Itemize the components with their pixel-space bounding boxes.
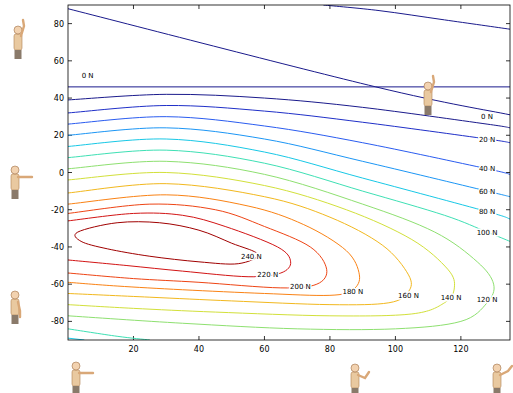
- contour-line: [68, 139, 510, 340]
- posture-figure: [11, 166, 32, 199]
- contour-label: 20 N: [479, 136, 495, 144]
- y-tick-label: 20: [54, 131, 64, 140]
- contour-line: [68, 172, 455, 316]
- y-tick-label: 80: [54, 20, 64, 29]
- x-tick-label: 100: [388, 345, 403, 354]
- figure-legs: [12, 315, 19, 324]
- x-tick: [395, 5, 396, 9]
- chart: 20406080100120-80-60-40-200204060800 N0 …: [0, 0, 513, 393]
- y-tick-label: -80: [51, 317, 64, 326]
- y-tick: [506, 23, 510, 24]
- figure-legs: [352, 388, 359, 393]
- y-tick: [506, 135, 510, 136]
- y-tick: [506, 246, 510, 247]
- contour-label: 120 N: [477, 296, 498, 304]
- y-tick: [68, 60, 72, 61]
- contour-line: [68, 213, 291, 277]
- x-tick-label: 20: [128, 345, 138, 354]
- contour-line: [68, 161, 494, 329]
- figure-legs: [425, 106, 432, 115]
- x-tick: [264, 5, 265, 9]
- contour-lines: [68, 5, 510, 340]
- y-tick-label: -60: [51, 280, 64, 289]
- contour-label: 0 N: [481, 113, 493, 121]
- contour-line: [68, 5, 510, 128]
- x-tick-label: 120: [453, 345, 468, 354]
- contour-label: 40 N: [479, 165, 495, 173]
- x-tick: [198, 5, 199, 9]
- y-tick: [68, 23, 72, 24]
- figure-head: [72, 362, 80, 370]
- x-tick: [264, 336, 265, 340]
- y-tick: [506, 209, 510, 210]
- contour-label: 60 N: [479, 188, 495, 196]
- y-tick: [68, 321, 72, 322]
- y-tick: [68, 209, 72, 210]
- x-tick-label: 60: [259, 345, 269, 354]
- y-tick: [68, 98, 72, 99]
- posture-figure: [493, 364, 512, 393]
- y-tick: [68, 246, 72, 247]
- contour-label: 240 N: [241, 253, 262, 261]
- contour-label: 0 N: [82, 72, 94, 80]
- contour-line: [68, 105, 510, 142]
- x-tick-label: 80: [325, 345, 335, 354]
- figure-arm: [18, 302, 20, 317]
- y-tick-label: -20: [51, 206, 64, 215]
- posture-figure: [424, 76, 434, 115]
- y-tick: [506, 284, 510, 285]
- figure-legs: [73, 386, 80, 393]
- contour-line: [68, 195, 360, 296]
- contour-line: [68, 184, 411, 305]
- figure-arm: [358, 372, 369, 378]
- figure-head: [11, 166, 19, 174]
- contour-label: 180 N: [342, 288, 363, 296]
- figure-legs: [12, 190, 19, 199]
- contour-label: 220 N: [257, 271, 278, 279]
- y-tick: [68, 284, 72, 285]
- contour-line: [68, 150, 510, 340]
- figure-arm: [431, 76, 434, 92]
- x-tick: [460, 5, 461, 9]
- figure-arm: [500, 366, 512, 375]
- x-tick: [198, 336, 199, 340]
- posture-figure: [351, 364, 369, 393]
- x-tick: [133, 5, 134, 9]
- figure-legs: [494, 388, 501, 393]
- x-tick: [329, 336, 330, 340]
- x-tick: [395, 336, 396, 340]
- posture-figure: [11, 291, 20, 324]
- y-tick-label: 0: [59, 169, 64, 178]
- contour-label: 160 N: [398, 292, 419, 300]
- plot-frame: [68, 5, 510, 340]
- x-tick-label: 40: [194, 345, 204, 354]
- figure-head: [493, 364, 501, 372]
- posture-figure: [72, 362, 93, 393]
- y-tick: [68, 172, 72, 173]
- y-tick-label: -40: [51, 243, 64, 252]
- figure-legs: [15, 50, 22, 59]
- y-tick: [506, 98, 510, 99]
- figure-head: [11, 291, 19, 299]
- y-tick: [506, 321, 510, 322]
- y-tick-label: 60: [54, 57, 64, 66]
- y-tick: [506, 60, 510, 61]
- contour-label: 200 N: [290, 283, 311, 291]
- contour-labels: 0 N 0 N 20 N 40 N 60 N 80 N 100 N 120 N 140 N 160…: [82, 72, 498, 303]
- contour-line: [75, 222, 258, 264]
- contour-line: [68, 117, 510, 175]
- figure-arm: [18, 176, 32, 178]
- posture-figure: [14, 20, 24, 59]
- figure-arm: [21, 20, 24, 36]
- figure-head: [351, 364, 359, 372]
- plot-background: [68, 5, 510, 340]
- contour-label: 100 N: [477, 229, 498, 237]
- y-tick-label: 40: [54, 94, 64, 103]
- contour-line: [68, 204, 327, 288]
- figure-arm: [79, 372, 93, 374]
- contour-label: 80 N: [479, 208, 495, 216]
- x-tick: [460, 336, 461, 340]
- contour-label: 140 N: [441, 294, 462, 302]
